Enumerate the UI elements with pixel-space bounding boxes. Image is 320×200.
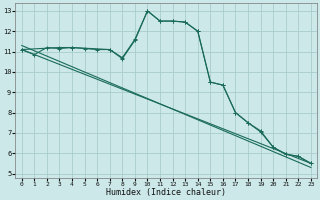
X-axis label: Humidex (Indice chaleur): Humidex (Indice chaleur) — [106, 188, 226, 197]
